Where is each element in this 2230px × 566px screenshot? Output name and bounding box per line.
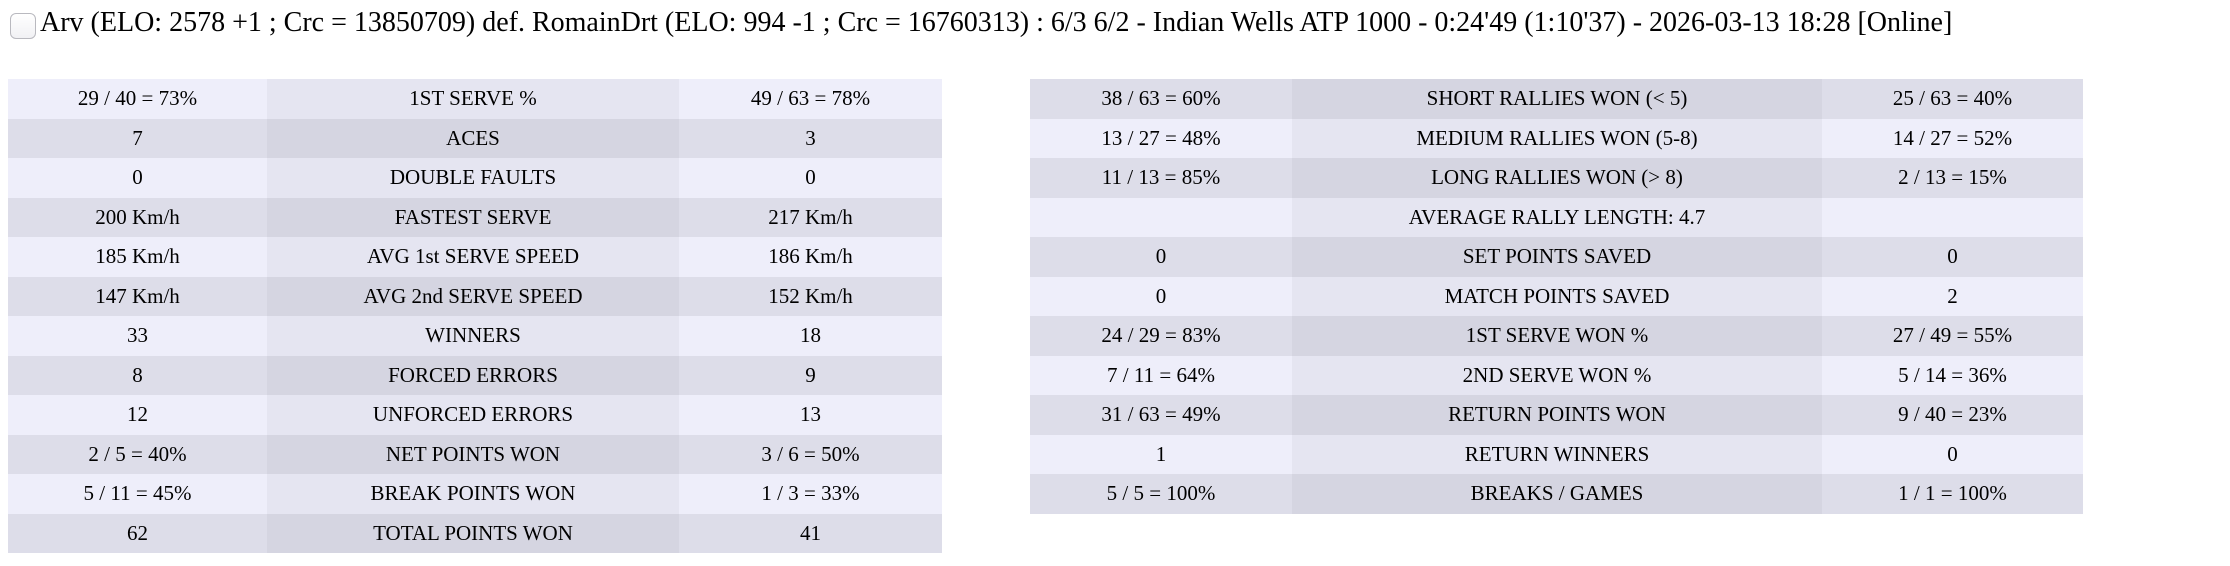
- player2-stat-value: 25 / 63 = 40%: [1822, 79, 2083, 119]
- stat-label: SHORT RALLIES WON (< 5): [1292, 79, 1822, 119]
- player1-stat-value: 7: [8, 118, 267, 158]
- stat-label: 2ND SERVE WON %: [1292, 355, 1822, 395]
- stat-row: 0 SET POINTS SAVED 0: [1030, 237, 2083, 277]
- stat-label: 1ST SERVE %: [267, 79, 679, 119]
- player2-stat-value: 2 / 13 = 15%: [1822, 158, 2083, 198]
- stat-row: 31 / 63 = 49% RETURN POINTS WON 9 / 40 =…: [1030, 395, 2083, 435]
- stat-label: AVERAGE RALLY LENGTH: 4.7: [1292, 197, 1822, 237]
- player1-stat-value: 147 Km/h: [8, 276, 267, 316]
- stat-row: AVERAGE RALLY LENGTH: 4.7: [1030, 197, 2083, 237]
- stat-label: NET POINTS WON: [267, 434, 679, 474]
- player2-stat-value: 14 / 27 = 52%: [1822, 118, 2083, 158]
- player2-stat-value: 49 / 63 = 78%: [679, 79, 942, 119]
- player1-stat-value: 2 / 5 = 40%: [8, 434, 267, 474]
- stat-row: 5 / 11 = 45% BREAK POINTS WON 1 / 3 = 33…: [8, 474, 942, 514]
- player1-stat-value: 8: [8, 355, 267, 395]
- stat-label: SET POINTS SAVED: [1292, 237, 1822, 277]
- stat-row: 1 RETURN WINNERS 0: [1030, 434, 2083, 474]
- player1-stat-value: 31 / 63 = 49%: [1030, 395, 1292, 435]
- stat-label: MEDIUM RALLIES WON (5-8): [1292, 118, 1822, 158]
- player2-stat-value: 0: [1822, 237, 2083, 277]
- stat-row: 13 / 27 = 48% MEDIUM RALLIES WON (5-8) 1…: [1030, 118, 2083, 158]
- stat-row: 200 Km/h FASTEST SERVE 217 Km/h: [8, 197, 942, 237]
- stat-label: AVG 1st SERVE SPEED: [267, 237, 679, 277]
- stat-row: 24 / 29 = 83% 1ST SERVE WON % 27 / 49 = …: [1030, 316, 2083, 356]
- player2-stat-value: 9: [679, 355, 942, 395]
- serve-stats-table: 29 / 40 = 73% 1ST SERVE % 49 / 63 = 78% …: [8, 79, 942, 553]
- player2-stat-value: 2: [1822, 276, 2083, 316]
- stat-row: 7 / 11 = 64% 2ND SERVE WON % 5 / 14 = 36…: [1030, 355, 2083, 395]
- stat-row: 8 FORCED ERRORS 9: [8, 355, 942, 395]
- player1-stat-value: 185 Km/h: [8, 237, 267, 277]
- stat-row: 0 DOUBLE FAULTS 0: [8, 158, 942, 198]
- player1-stat-value: 13 / 27 = 48%: [1030, 118, 1292, 158]
- player2-stat-value: 3: [679, 118, 942, 158]
- stat-row: 11 / 13 = 85% LONG RALLIES WON (> 8) 2 /…: [1030, 158, 2083, 198]
- player2-stat-value: 27 / 49 = 55%: [1822, 316, 2083, 356]
- player1-stat-value: 0: [1030, 237, 1292, 277]
- player1-stat-value: [1030, 197, 1292, 237]
- stat-label: LONG RALLIES WON (> 8): [1292, 158, 1822, 198]
- stat-row: 185 Km/h AVG 1st SERVE SPEED 186 Km/h: [8, 237, 942, 277]
- stat-label: BREAK POINTS WON: [267, 474, 679, 514]
- rally-stats-table: 38 / 63 = 60% SHORT RALLIES WON (< 5) 25…: [1030, 79, 2083, 514]
- player1-stat-value: 0: [1030, 276, 1292, 316]
- player1-stat-value: 29 / 40 = 73%: [8, 79, 267, 119]
- stat-row: 29 / 40 = 73% 1ST SERVE % 49 / 63 = 78%: [8, 79, 942, 119]
- player2-stat-value: 13: [679, 395, 942, 435]
- player2-stat-value: 186 Km/h: [679, 237, 942, 277]
- player2-stat-value: 9 / 40 = 23%: [1822, 395, 2083, 435]
- player2-stat-value: 217 Km/h: [679, 197, 942, 237]
- player2-stat-value: 1 / 1 = 100%: [1822, 474, 2083, 514]
- match-result-checkbox[interactable]: [10, 13, 36, 39]
- player2-stat-value: [1822, 197, 2083, 237]
- match-result-title: Arv (ELO: 2578 +1 ; Crc = 13850709) def.…: [40, 7, 1953, 38]
- stat-label: WINNERS: [267, 316, 679, 356]
- player1-stat-value: 5 / 5 = 100%: [1030, 474, 1292, 514]
- stat-row: 147 Km/h AVG 2nd SERVE SPEED 152 Km/h: [8, 276, 942, 316]
- player1-stat-value: 11 / 13 = 85%: [1030, 158, 1292, 198]
- player2-stat-value: 18: [679, 316, 942, 356]
- stat-label: DOUBLE FAULTS: [267, 158, 679, 198]
- player2-stat-value: 0: [1822, 434, 2083, 474]
- stat-row: 33 WINNERS 18: [8, 316, 942, 356]
- stat-label: ACES: [267, 118, 679, 158]
- stat-label: BREAKS / GAMES: [1292, 474, 1822, 514]
- stat-row: 2 / 5 = 40% NET POINTS WON 3 / 6 = 50%: [8, 434, 942, 474]
- player2-stat-value: 5 / 14 = 36%: [1822, 355, 2083, 395]
- stat-row: 0 MATCH POINTS SAVED 2: [1030, 276, 2083, 316]
- stat-row: 5 / 5 = 100% BREAKS / GAMES 1 / 1 = 100%: [1030, 474, 2083, 514]
- stat-label: FORCED ERRORS: [267, 355, 679, 395]
- player1-stat-value: 62: [8, 513, 267, 553]
- player2-stat-value: 3 / 6 = 50%: [679, 434, 942, 474]
- stat-row: 38 / 63 = 60% SHORT RALLIES WON (< 5) 25…: [1030, 79, 2083, 119]
- stat-label: AVG 2nd SERVE SPEED: [267, 276, 679, 316]
- player1-stat-value: 1: [1030, 434, 1292, 474]
- player1-stat-value: 24 / 29 = 83%: [1030, 316, 1292, 356]
- player1-stat-value: 200 Km/h: [8, 197, 267, 237]
- stat-label: TOTAL POINTS WON: [267, 513, 679, 553]
- player2-stat-value: 41: [679, 513, 942, 553]
- stat-label: UNFORCED ERRORS: [267, 395, 679, 435]
- player1-stat-value: 5 / 11 = 45%: [8, 474, 267, 514]
- player2-stat-value: 1 / 3 = 33%: [679, 474, 942, 514]
- player1-stat-value: 0: [8, 158, 267, 198]
- player2-stat-value: 152 Km/h: [679, 276, 942, 316]
- player1-stat-value: 38 / 63 = 60%: [1030, 79, 1292, 119]
- player2-stat-value: 0: [679, 158, 942, 198]
- player1-stat-value: 12: [8, 395, 267, 435]
- stat-label: MATCH POINTS SAVED: [1292, 276, 1822, 316]
- stat-label: RETURN WINNERS: [1292, 434, 1822, 474]
- player1-stat-value: 7 / 11 = 64%: [1030, 355, 1292, 395]
- stat-row: 7 ACES 3: [8, 118, 942, 158]
- player1-stat-value: 33: [8, 316, 267, 356]
- stat-label: 1ST SERVE WON %: [1292, 316, 1822, 356]
- stat-label: RETURN POINTS WON: [1292, 395, 1822, 435]
- stat-row: 62 TOTAL POINTS WON 41: [8, 513, 942, 553]
- stat-label: FASTEST SERVE: [267, 197, 679, 237]
- stat-row: 12 UNFORCED ERRORS 13: [8, 395, 942, 435]
